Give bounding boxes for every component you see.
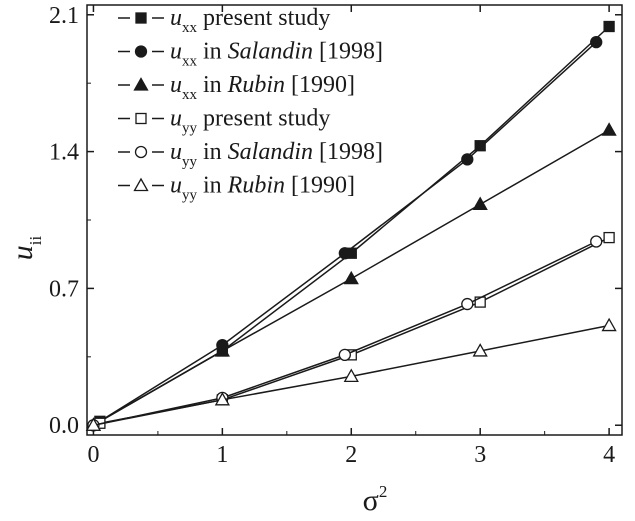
legend-marker (133, 177, 149, 192)
data-point (601, 122, 617, 136)
series-line (93, 240, 597, 426)
legend-label: uyy in Salandin [1998] (170, 139, 383, 170)
x-axis-title: σ2 (363, 482, 388, 517)
x-tick-label: 0 (87, 442, 99, 468)
legend-marker (133, 77, 149, 91)
data-point (214, 343, 230, 357)
legend-label: uxx in Salandin [1998] (170, 39, 383, 70)
y-tick-label: 2.1 (49, 3, 79, 29)
data-point (343, 368, 359, 383)
data-point (603, 231, 615, 244)
legend-label: uxx in Rubin [1990] (170, 72, 355, 103)
legend-label: uyy in Rubin [1990] (170, 173, 355, 204)
y-tick-label: 0.7 (49, 276, 79, 302)
legend-item: uxx in Rubin [1990] (118, 72, 355, 103)
y-tick-label: 1.4 (49, 140, 79, 166)
series-line (93, 41, 597, 426)
series-line (99, 236, 610, 425)
legend-marker (135, 12, 147, 24)
legend-label: uxx present study (170, 5, 330, 36)
data-point (343, 270, 359, 285)
data-point (338, 247, 351, 260)
plot-frame (86, 4, 623, 436)
legend-item: uyy in Rubin [1990] (118, 173, 355, 204)
data-point (472, 343, 488, 357)
legend-label: uyy present study (170, 106, 330, 137)
data-point (474, 140, 486, 152)
data-point (590, 235, 603, 248)
data-point (590, 35, 603, 49)
data-point (472, 196, 488, 211)
legend-item: uxx present study (118, 5, 330, 36)
data-point (85, 417, 102, 431)
data-point (214, 391, 230, 406)
series-square-open-3 (94, 231, 615, 429)
legend-item: uyy in Salandin [1998] (118, 139, 383, 170)
x-tick-label: 2 (345, 442, 357, 468)
series-triangle-open-5 (85, 317, 617, 431)
data-point (461, 297, 474, 311)
y-tick-label: 0.0 (49, 413, 79, 439)
x-tick-label: 1 (216, 442, 228, 468)
y-axis-title: uii (6, 236, 45, 261)
legend-item: uyy present study (118, 106, 330, 137)
x-tick-label: 3 (474, 442, 486, 468)
x-tick-label: 4 (603, 442, 615, 468)
series-triangle-filled-2 (85, 122, 617, 431)
data-point (601, 317, 617, 332)
legend-marker (134, 45, 148, 58)
legend-marker (134, 145, 148, 159)
data-point (338, 348, 351, 362)
data-point (603, 20, 615, 33)
svg-text:uii: uii (6, 236, 45, 261)
series-circle-open-4 (87, 235, 603, 432)
legend-item: uxx in Salandin [1998] (118, 39, 383, 70)
legend-marker (135, 112, 147, 125)
data-point (461, 153, 474, 166)
